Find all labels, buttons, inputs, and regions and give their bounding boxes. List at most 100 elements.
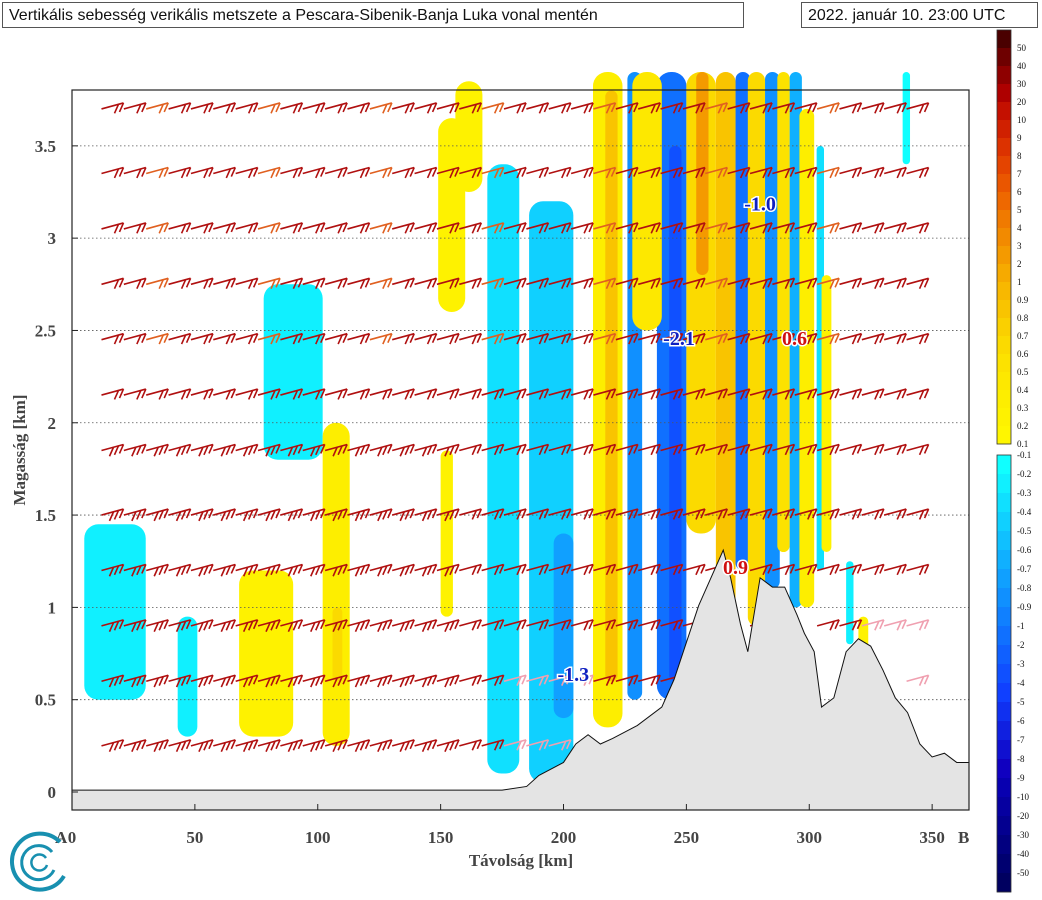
barb-feather [454, 739, 460, 750]
wind-barb [235, 166, 259, 179]
wind-barb [146, 166, 169, 179]
barb-feather [185, 222, 192, 233]
barb-feather [203, 334, 209, 345]
barb-feather [320, 508, 326, 519]
barb-feather [498, 222, 505, 233]
barb-feather [834, 333, 840, 344]
barb-staff [526, 443, 549, 452]
barb-feather [242, 511, 249, 522]
colorbar-label: -10 [1017, 792, 1029, 802]
barb-feather [722, 444, 729, 454]
barb-feather [113, 168, 120, 179]
barb-feather [784, 103, 791, 114]
colorbar-swatch [997, 455, 1011, 475]
barb-feather [180, 676, 187, 686]
barb-feather [923, 277, 930, 288]
barb-feather [118, 333, 125, 344]
barb-feather [829, 103, 835, 114]
colorbar-label: 2 [1017, 259, 1022, 269]
wind-barb [548, 388, 572, 400]
barb-staff [481, 388, 504, 396]
barb-feather [471, 620, 478, 631]
barb-feather [476, 277, 483, 288]
barb-staff [906, 508, 929, 516]
barb-feather [163, 508, 169, 519]
barb-staff [392, 443, 415, 452]
barb-feather [650, 676, 656, 686]
barb-feather [762, 390, 768, 400]
barb-feather [476, 674, 483, 685]
barb-feather [449, 390, 455, 400]
barb-feather [203, 103, 209, 114]
barb-staff [101, 674, 124, 683]
barb-feather [583, 334, 589, 345]
barb-staff [660, 563, 683, 572]
barb-feather [426, 223, 433, 234]
wind-barb [660, 277, 684, 290]
barb-staff [414, 222, 437, 230]
barb-feather [203, 676, 209, 686]
barb-feather [834, 167, 840, 177]
wind-barb [324, 508, 348, 522]
wind-barb [392, 332, 415, 345]
wind-barb [257, 277, 281, 290]
y-tick-label: 1.5 [35, 506, 56, 525]
barb-staff [503, 332, 527, 341]
barb-feather [633, 277, 639, 288]
barb-staff [816, 619, 840, 627]
barb-staff [392, 619, 415, 627]
wind-barb [682, 277, 706, 290]
barb-feather [471, 223, 478, 234]
barb-staff [302, 508, 325, 516]
barb-feather [672, 334, 679, 345]
barb-feather [672, 390, 679, 400]
barb-feather [404, 565, 410, 576]
barb-feather [851, 279, 858, 290]
barb-feather [337, 676, 343, 686]
barb-staff [503, 563, 527, 572]
barb-feather [208, 102, 214, 113]
barb-staff [347, 619, 370, 627]
barb-feather [633, 444, 639, 454]
wind-barb [436, 508, 460, 522]
wind-barb [816, 102, 840, 114]
barb-feather [185, 674, 192, 685]
barb-staff [190, 619, 214, 627]
barb-feather [175, 446, 182, 457]
barb-staff [280, 508, 303, 516]
barb-feather [566, 333, 572, 344]
barb-feather [851, 620, 858, 631]
wind-barb [392, 443, 415, 457]
barb-feather [242, 566, 249, 577]
colorbar-label: -6 [1017, 716, 1025, 726]
barb-staff [861, 277, 885, 286]
barb-feather [225, 168, 232, 179]
barb-staff [548, 619, 571, 627]
barb-staff [593, 277, 616, 286]
barb-feather [297, 222, 304, 233]
barb-feather [310, 511, 316, 522]
barb-staff [772, 332, 795, 341]
colorbar-label: -0.3 [1017, 488, 1032, 498]
barb-feather [566, 508, 572, 519]
barb-feather [230, 167, 237, 177]
barb-feather [409, 277, 415, 288]
colorbar-swatch [997, 816, 1011, 836]
barb-feather [874, 334, 880, 345]
barb-feather [449, 676, 455, 686]
wind-barb [548, 674, 572, 686]
barb-staff [481, 619, 504, 627]
barb-feather [812, 333, 818, 344]
wind-barb [705, 443, 729, 456]
colorbar-label: -0.9 [1017, 602, 1032, 612]
barb-staff [615, 332, 639, 341]
barb-feather [180, 168, 187, 179]
barb-feather [918, 279, 925, 290]
wind-barb [503, 508, 527, 520]
wind-barb [436, 563, 460, 577]
wind-barb [235, 739, 259, 752]
barb-feather [677, 388, 684, 399]
wind-barb [481, 443, 505, 456]
barb-staff [906, 619, 929, 627]
barb-staff [347, 277, 370, 286]
